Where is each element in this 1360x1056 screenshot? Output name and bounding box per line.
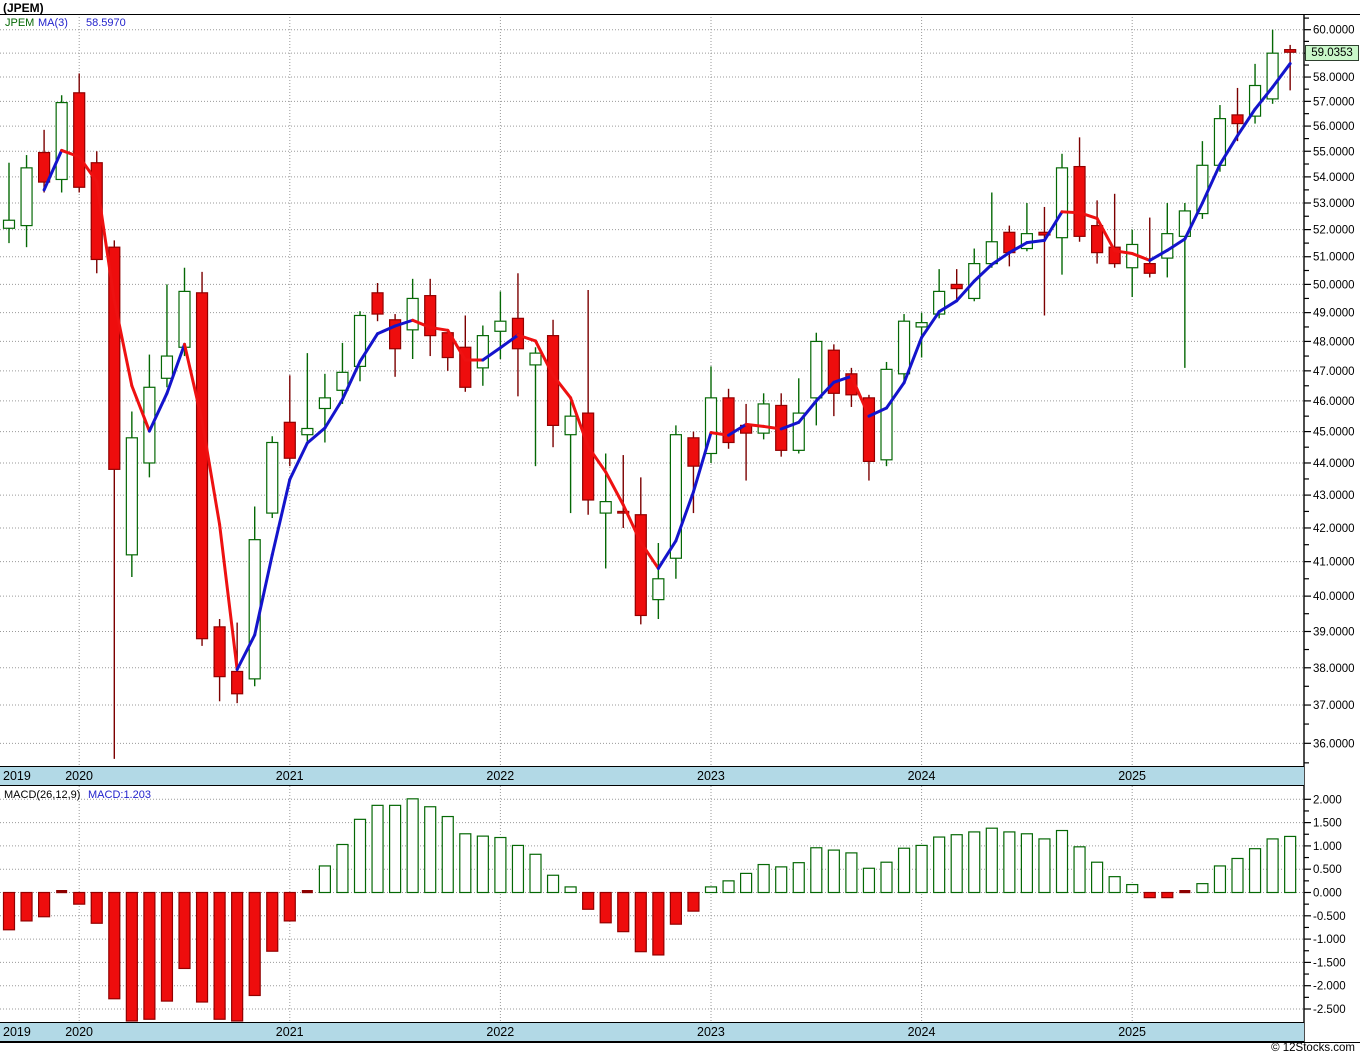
year-label: 2019	[3, 769, 31, 783]
y-axis: 60.000059.000058.000057.000056.000055.00…	[1303, 14, 1355, 1042]
price-axis-label: 39.0000	[1313, 627, 1355, 639]
price-axis-label: 54.0000	[1313, 172, 1355, 184]
price-axis-label: 48.0000	[1313, 336, 1355, 348]
price-axis-label: 40.0000	[1313, 591, 1355, 603]
price-axis-label: 37.0000	[1313, 700, 1355, 712]
year-label: 2025	[1118, 769, 1146, 783]
price-axis-label: 42.0000	[1313, 523, 1355, 535]
price-axis-label: 49.0000	[1313, 308, 1355, 320]
price-axis-label: 46.0000	[1313, 396, 1355, 408]
year-label: 2023	[697, 1025, 725, 1039]
current-price-badge: 59.0353	[1305, 45, 1359, 61]
price-axis-label: 45.0000	[1313, 427, 1355, 439]
macd-axis-label: -1.000	[1313, 934, 1346, 946]
macd-bars	[2, 798, 1297, 1022]
year-label: 2020	[65, 1025, 93, 1039]
symbol-legend: JPEM	[5, 17, 35, 29]
ma-legend-label: MA(3)	[38, 17, 68, 29]
year-label: 2021	[275, 1025, 304, 1039]
price-axis-label: 56.0000	[1313, 121, 1355, 133]
candlesticks	[2, 29, 1297, 759]
price-axis-label: 52.0000	[1313, 225, 1355, 237]
year-label: 2022	[486, 769, 515, 783]
ma3-line	[42, 62, 1292, 672]
price-axis-label: 55.0000	[1313, 146, 1355, 158]
price-axis-label: 36.0000	[1313, 738, 1355, 750]
price-axis-label: 57.0000	[1313, 96, 1355, 108]
macd-axis-label: -2.000	[1313, 981, 1346, 993]
price-axis-label: 53.0000	[1313, 198, 1355, 210]
price-axis-label: 58.0000	[1313, 72, 1355, 84]
x-axis-band-macd: 2019 2020 2021 2022 2023 2024 2025	[0, 1022, 1304, 1042]
price-axis-label: 60.0000	[1313, 25, 1355, 37]
macd-axis-label: 1.000	[1313, 841, 1342, 853]
macd-legend-value: MACD:1.203	[88, 789, 151, 801]
year-label: 2020	[65, 769, 93, 783]
macd-axis-label: 1.500	[1313, 818, 1342, 830]
price-axis-label: 50.0000	[1313, 279, 1355, 291]
title-divider	[0, 14, 1360, 15]
price-axis-label: 43.0000	[1313, 490, 1355, 502]
price-axis-label: 41.0000	[1313, 557, 1355, 569]
macd-axis-label: 0.500	[1313, 864, 1342, 876]
year-label: 2021	[275, 769, 304, 783]
year-label: 2025	[1118, 1025, 1146, 1039]
macd-axis-label: 0.000	[1313, 888, 1342, 900]
ma-legend-value: 58.5970	[86, 17, 126, 29]
price-axis-label: 47.0000	[1313, 366, 1355, 378]
year-label: 2024	[907, 1025, 936, 1039]
year-label: 2024	[907, 769, 936, 783]
macd-axis-label: -1.500	[1313, 957, 1346, 969]
footer-divider	[0, 1042, 1360, 1043]
macd-legend-label: MACD(26,12,9)	[4, 789, 81, 801]
year-label: 2019	[3, 1025, 31, 1039]
macd-axis-label: -2.500	[1313, 1004, 1346, 1016]
year-label: 2023	[697, 769, 725, 783]
macd-axis-label: 2.000	[1313, 794, 1342, 806]
price-axis-label: 38.0000	[1313, 663, 1355, 675]
macd-axis-label: -0.500	[1313, 911, 1346, 923]
page-title: (JPEM)	[3, 1, 44, 15]
price-axis-label: 44.0000	[1313, 458, 1355, 470]
gridlines	[0, 14, 1304, 1022]
x-axis-band-price: 2019 2020 2021 2022 2023 2024 2025	[0, 766, 1304, 786]
credit-watermark: © 12Stocks.com	[1271, 1042, 1355, 1054]
year-label: 2022	[486, 1025, 515, 1039]
price-axis-label: 51.0000	[1313, 252, 1355, 264]
